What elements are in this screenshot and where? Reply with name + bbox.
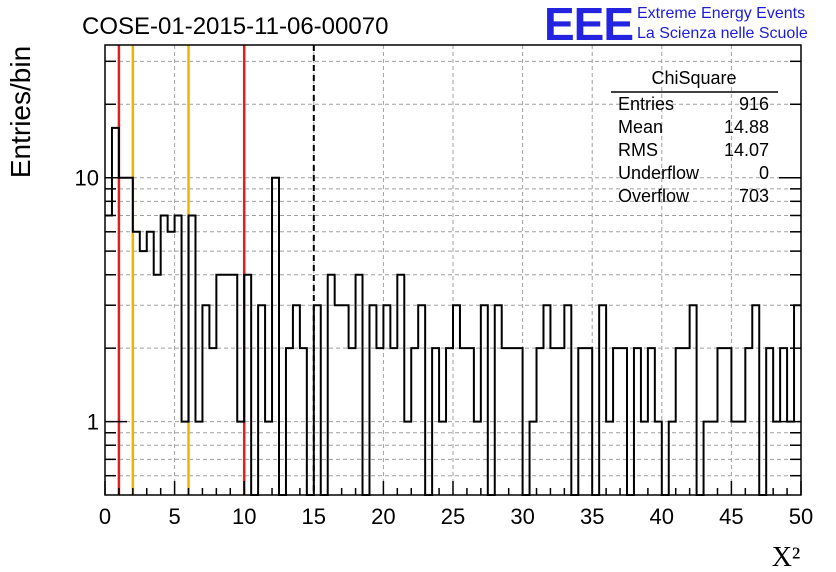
x-axis-label: X² (772, 542, 801, 572)
x-tick-label: 30 (510, 504, 534, 529)
stats-label-rms: RMS (618, 140, 658, 160)
stats-label-underflow: Underflow (618, 163, 700, 183)
eee-logo-mark: EEE (544, 0, 634, 50)
y-tick-label: 10 (75, 166, 99, 191)
x-tick-label: 10 (232, 504, 256, 529)
eee-logo: EEE Extreme Energy Events La Scienza nel… (544, 0, 836, 50)
x-tick-label: 40 (650, 504, 674, 529)
stats-label-overflow: Overflow (618, 186, 690, 206)
x-tick-label: 35 (580, 504, 604, 529)
x-tick-label: 0 (99, 504, 111, 529)
y-tick-label: 1 (87, 410, 99, 435)
tick-labels-layer: 0 5 10 15 20 25 30 35 40 45 50 1 10 (75, 166, 814, 529)
stats-value-rms: 14.07 (724, 140, 769, 160)
stats-value-entries: 916 (739, 94, 769, 114)
x-tick-label: 20 (371, 504, 395, 529)
marker-lines-layer (117, 45, 315, 495)
axis-ticks-layer (104, 60, 802, 495)
histogram-series (105, 126, 801, 496)
x-tick-label: 45 (719, 504, 743, 529)
logo-line-1: Extreme Energy Events (637, 5, 806, 22)
chart-title: COSE-01-2015-11-06-00070 (82, 13, 388, 40)
x-tick-label: 15 (302, 504, 326, 529)
stats-box-name: ChiSquare (651, 68, 736, 88)
stats-box: ChiSquare Entries 916 Mean 14.88 RMS 14.… (611, 68, 778, 206)
stats-value-underflow: 0 (759, 163, 769, 183)
y-axis-label: Entries/bin (5, 46, 36, 178)
stats-label-entries: Entries (618, 94, 674, 114)
x-tick-label: 5 (168, 504, 180, 529)
stats-value-mean: 14.88 (724, 117, 769, 137)
stats-label-mean: Mean (618, 117, 663, 137)
logo-line-2: La Scienza nelle Scuole (637, 25, 808, 42)
stats-value-overflow: 703 (739, 186, 769, 206)
x-tick-label: 50 (789, 504, 813, 529)
x-tick-label: 25 (441, 504, 465, 529)
